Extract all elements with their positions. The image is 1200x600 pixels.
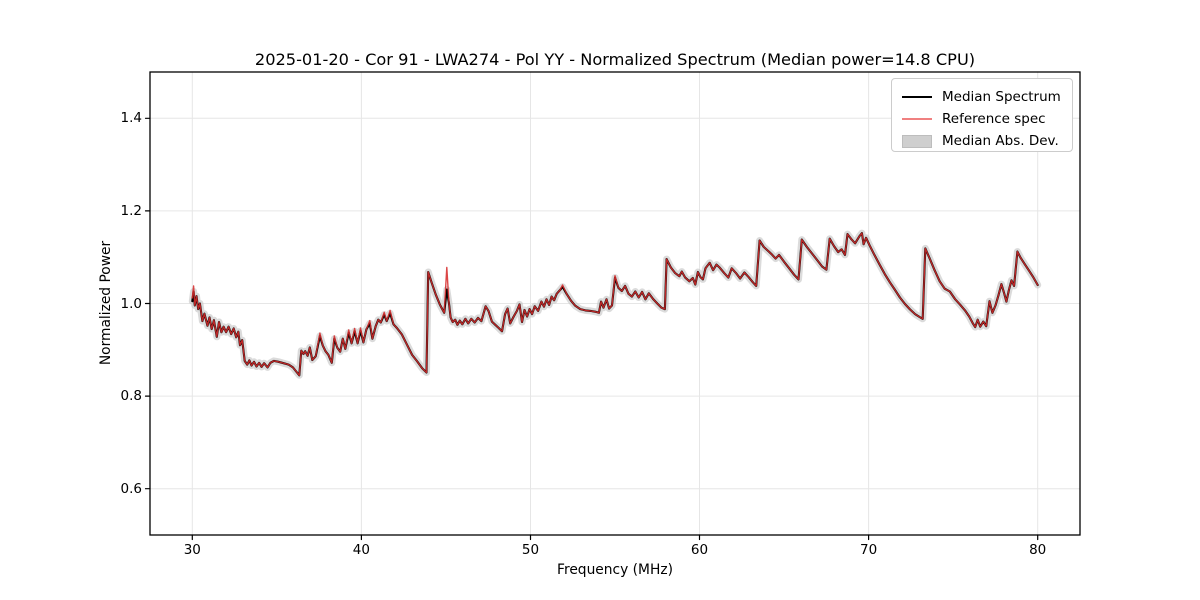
legend-entry-reference-spec: Reference spec xyxy=(902,108,1072,130)
median-abs-dev-patch-swatch xyxy=(902,134,932,148)
y-tick-label: 0.6 xyxy=(120,480,142,497)
legend-label: Reference spec xyxy=(942,111,1046,127)
x-tick-label: 60 xyxy=(690,542,709,558)
x-tick-label: 70 xyxy=(860,542,878,558)
legend: Median Spectrum Reference spec Median Ab… xyxy=(891,78,1073,152)
legend-entry-median-spectrum: Median Spectrum xyxy=(902,86,1072,108)
legend-label: Median Abs. Dev. xyxy=(942,133,1059,149)
y-tick-label: 1.4 xyxy=(120,110,142,127)
y-tick-label: 0.8 xyxy=(120,388,142,405)
legend-label: Median Spectrum xyxy=(942,89,1061,105)
x-tick-label: 80 xyxy=(1029,542,1047,558)
x-tick-label: 30 xyxy=(183,542,201,558)
x-axis-label: Frequency (MHz) xyxy=(557,562,673,578)
tick-marks xyxy=(144,117,1039,541)
reference-spec-path xyxy=(191,232,1039,376)
y-tick-label: 1.2 xyxy=(120,202,142,219)
reference-spec-line-swatch xyxy=(902,117,932,121)
chart-title: 2025-01-20 - Cor 91 - LWA274 - Pol YY - … xyxy=(254,50,976,69)
x-tick-label: 50 xyxy=(521,542,540,558)
legend-entry-median-abs-dev: Median Abs. Dev. xyxy=(902,130,1072,152)
median-spectrum-line-swatch xyxy=(902,95,932,99)
mad-band-path xyxy=(188,229,1042,379)
y-tick-label: 1.0 xyxy=(120,295,142,312)
x-tick-label: 40 xyxy=(352,542,370,558)
